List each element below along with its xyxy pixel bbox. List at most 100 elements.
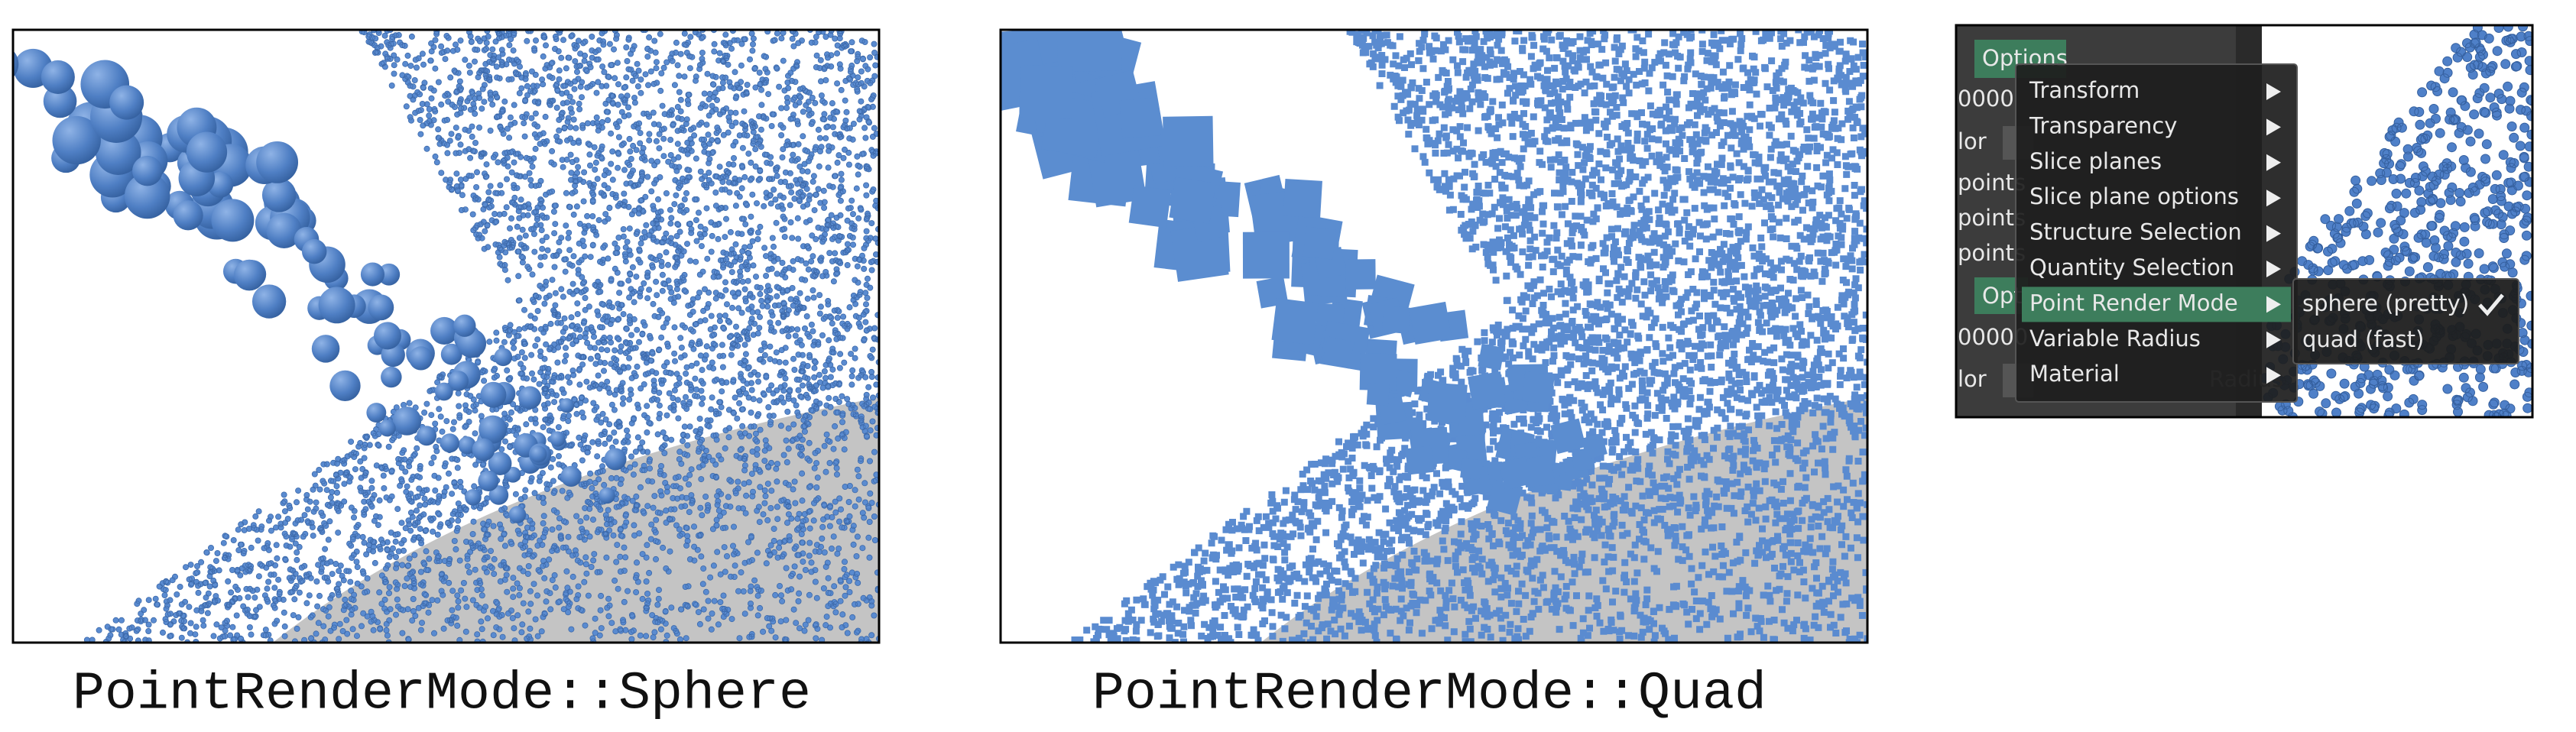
screenshot-frame bbox=[1955, 24, 2534, 419]
quad bbox=[1169, 177, 1216, 224]
quad bbox=[1381, 305, 1411, 335]
sphere bbox=[488, 485, 509, 505]
sphere bbox=[311, 335, 340, 363]
sphere bbox=[409, 346, 433, 371]
sphere bbox=[109, 85, 144, 120]
sphere bbox=[508, 506, 527, 523]
submenu-arrow bbox=[2266, 83, 2281, 100]
menu-item[interactable]: Variable Radius bbox=[2029, 326, 2201, 351]
menu-item[interactable]: Transform bbox=[2029, 77, 2140, 103]
submenu-arrow bbox=[2266, 331, 2281, 348]
ui-screenshot: Options 0000 lor points points points Op… bbox=[1956, 25, 2532, 417]
sphere bbox=[360, 262, 385, 287]
sphere bbox=[472, 438, 495, 462]
quad bbox=[1366, 383, 1390, 406]
quad bbox=[1163, 115, 1214, 167]
sphere bbox=[434, 382, 453, 401]
label: lor bbox=[1958, 128, 1987, 154]
sphere bbox=[13, 50, 19, 78]
sphere bbox=[488, 452, 512, 475]
menu-item[interactable]: Slice planes bbox=[2029, 148, 2162, 174]
menu-item[interactable]: Quantity Selection bbox=[2029, 254, 2234, 280]
sphere bbox=[132, 155, 163, 186]
sphere bbox=[448, 371, 469, 391]
sphere bbox=[41, 60, 75, 94]
sphere bbox=[124, 173, 170, 219]
submenu-item[interactable]: sphere (pretty) bbox=[2302, 290, 2469, 316]
submenu-arrow bbox=[2266, 189, 2281, 207]
label: lor bbox=[1958, 366, 1987, 392]
sphere bbox=[318, 287, 355, 324]
caption: PointRenderMode::Sphere bbox=[73, 664, 811, 724]
sphere bbox=[494, 348, 513, 367]
quad bbox=[1242, 232, 1290, 279]
menu-item[interactable]: Material bbox=[2029, 361, 2120, 387]
sphere bbox=[417, 426, 437, 446]
submenu-arrow bbox=[2266, 261, 2281, 277]
menu-item[interactable]: Slice plane options bbox=[2029, 183, 2239, 209]
sphere bbox=[465, 489, 482, 506]
sphere bbox=[211, 199, 255, 242]
sphere bbox=[559, 398, 575, 413]
label: points bbox=[1958, 170, 2026, 196]
sphere bbox=[392, 406, 422, 436]
sphere bbox=[368, 294, 394, 321]
quad bbox=[1522, 371, 1555, 404]
submenu-arrow bbox=[2266, 367, 2281, 384]
quad bbox=[1581, 432, 1608, 460]
sphere bbox=[256, 141, 299, 183]
quad bbox=[1303, 226, 1336, 260]
sphere bbox=[479, 415, 508, 444]
points bbox=[1071, 30, 1867, 643]
sphere bbox=[374, 322, 401, 350]
sphere bbox=[251, 284, 287, 319]
sphere bbox=[366, 403, 387, 423]
menu-item[interactable]: Structure Selection bbox=[2029, 219, 2242, 245]
sphere bbox=[530, 445, 547, 463]
points bbox=[83, 30, 879, 643]
sphere bbox=[52, 115, 101, 165]
sphere bbox=[378, 419, 396, 437]
quad bbox=[1019, 65, 1073, 119]
submenu-arrow bbox=[2266, 225, 2281, 242]
sphere bbox=[440, 433, 459, 453]
submenu-arrow bbox=[2266, 154, 2281, 171]
quad bbox=[1405, 445, 1435, 475]
sphere bbox=[173, 200, 203, 231]
sphere bbox=[266, 212, 302, 248]
sphere bbox=[186, 131, 228, 173]
menu-items: Transform Transparency Slice planes Slice p… bbox=[2022, 77, 2291, 387]
sphere bbox=[329, 370, 361, 402]
sphere bbox=[261, 178, 297, 212]
sphere bbox=[453, 314, 476, 337]
label: 0000 bbox=[1958, 86, 2014, 112]
menu-item[interactable]: Point Render Mode bbox=[2029, 290, 2238, 316]
quad bbox=[1498, 456, 1533, 491]
menu-item[interactable]: Transparency bbox=[2029, 112, 2177, 138]
quad bbox=[1056, 30, 1122, 73]
sphere bbox=[550, 431, 566, 447]
submenu-item[interactable]: quad (fast) bbox=[2302, 326, 2424, 352]
label: points bbox=[1958, 205, 2026, 231]
quad bbox=[1486, 479, 1523, 517]
quad bbox=[1478, 343, 1505, 371]
quad bbox=[1460, 458, 1482, 481]
sphere bbox=[378, 263, 401, 286]
quad bbox=[1359, 353, 1397, 391]
sphere bbox=[43, 84, 77, 118]
sphere bbox=[560, 465, 582, 487]
quad bbox=[1409, 301, 1452, 345]
quad bbox=[1119, 97, 1161, 139]
quad bbox=[1283, 178, 1322, 219]
sphere bbox=[518, 386, 542, 410]
quad bbox=[1271, 298, 1319, 345]
quad bbox=[1442, 446, 1468, 472]
sphere bbox=[599, 487, 615, 504]
quad bbox=[1128, 185, 1172, 228]
checkmark bbox=[2478, 293, 2504, 316]
sphere bbox=[381, 366, 402, 388]
sphere bbox=[478, 470, 499, 492]
label: points bbox=[1958, 240, 2026, 266]
quad bbox=[1550, 418, 1586, 455]
